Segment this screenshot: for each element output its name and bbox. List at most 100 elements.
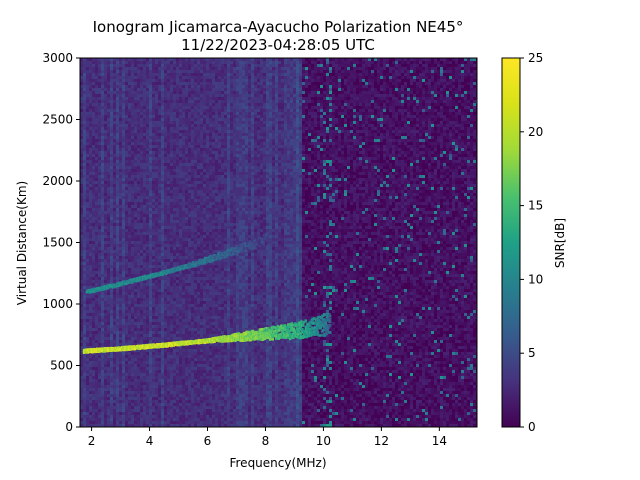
heatmap-cell: [104, 406, 107, 409]
heatmap-cell: [170, 124, 173, 127]
heatmap-cell: [83, 283, 86, 286]
heatmap-cell: [134, 127, 137, 130]
heatmap-cell: [83, 358, 86, 361]
heatmap-cell: [185, 391, 188, 394]
heatmap-cell: [176, 130, 179, 133]
heatmap-cell: [92, 295, 95, 298]
heatmap-cell: [182, 229, 185, 232]
heatmap-cell: [146, 202, 149, 205]
heatmap-cell: [92, 370, 95, 373]
heatmap-cell: [131, 235, 134, 238]
heatmap-cell: [80, 91, 83, 94]
heatmap-cell: [179, 277, 182, 280]
heatmap-cell: [137, 202, 140, 205]
heatmap-cell: [149, 388, 152, 391]
heatmap-cell: [176, 199, 179, 202]
heatmap-cell: [170, 205, 173, 208]
heatmap-cell: [170, 211, 173, 214]
heatmap-cell: [128, 310, 131, 313]
heatmap-cell: [149, 118, 152, 121]
heatmap-cell: [140, 403, 143, 406]
heatmap-cell: [164, 406, 167, 409]
heatmap-cell: [173, 286, 176, 289]
heatmap-cell: [140, 154, 143, 157]
heatmap-cell: [137, 331, 140, 334]
heatmap-cell: [104, 217, 107, 220]
heatmap-cell: [197, 406, 200, 409]
heatmap-cell: [125, 331, 128, 334]
heatmap-cell: [125, 376, 128, 379]
heatmap-cell: [134, 76, 137, 79]
heatmap-cell: [152, 241, 155, 244]
heatmap-cell: [92, 76, 95, 79]
heatmap-cell: [158, 250, 161, 253]
heatmap-cell: [95, 340, 98, 343]
heatmap-cell: [137, 160, 140, 163]
heatmap-cell: [101, 268, 104, 271]
heatmap-cell: [185, 76, 188, 79]
heatmap-cell: [158, 391, 161, 394]
heatmap-cell: [182, 160, 185, 163]
heatmap-cell: [191, 127, 194, 130]
heatmap-cell: [107, 217, 110, 220]
heatmap-cell: [119, 235, 122, 238]
heatmap-cell: [194, 274, 197, 277]
heatmap-cell: [170, 289, 173, 292]
heatmap-cell: [110, 274, 113, 277]
heatmap-cell: [158, 259, 161, 262]
heatmap-cell: [92, 409, 95, 412]
heatmap-cell: [137, 64, 140, 67]
heatmap-cell: [200, 178, 203, 181]
heatmap-cell: [143, 76, 146, 79]
heatmap-cell: [164, 364, 167, 367]
heatmap-cell: [146, 193, 149, 196]
heatmap-cell: [197, 295, 200, 298]
heatmap-cell: [107, 208, 110, 211]
heatmap-cell: [158, 385, 161, 388]
heatmap-cell: [128, 265, 131, 268]
heatmap-cell: [116, 352, 119, 355]
heatmap-cell: [101, 58, 104, 61]
heatmap-cell: [125, 307, 128, 310]
heatmap-cell: [179, 322, 182, 325]
heatmap-cell: [170, 328, 173, 331]
heatmap-cell: [89, 247, 92, 250]
heatmap-cell: [101, 118, 104, 121]
heatmap-cell: [125, 316, 128, 319]
heatmap-cell: [92, 211, 95, 214]
heatmap-cell: [110, 157, 113, 160]
heatmap-cell: [167, 364, 170, 367]
heatmap-cell: [104, 370, 107, 373]
heatmap-cell: [107, 70, 110, 73]
heatmap-cell: [80, 376, 83, 379]
heatmap-cell: [98, 406, 101, 409]
heatmap-cell: [173, 133, 176, 136]
heatmap-cell: [134, 259, 137, 262]
heatmap-cell: [134, 406, 137, 409]
heatmap-cell: [161, 325, 164, 328]
heatmap-cell: [149, 121, 152, 124]
heatmap-cell: [83, 115, 86, 118]
heatmap-cell: [188, 238, 191, 241]
heatmap-cell: [89, 418, 92, 421]
heatmap-cell: [158, 193, 161, 196]
heatmap-cell: [170, 121, 173, 124]
heatmap-cell: [131, 202, 134, 205]
heatmap-cell: [170, 406, 173, 409]
heatmap-cell: [107, 160, 110, 163]
heatmap-cell: [86, 175, 89, 178]
heatmap-cell: [83, 313, 86, 316]
heatmap-cell: [86, 238, 89, 241]
heatmap-cell: [188, 226, 191, 229]
heatmap-cell: [161, 355, 164, 358]
heatmap-cell: [95, 412, 98, 415]
heatmap-cell: [161, 85, 164, 88]
heatmap-cell: [179, 163, 182, 166]
heatmap-cell: [122, 187, 125, 190]
heatmap-cell: [107, 307, 110, 310]
heatmap-cell: [176, 358, 179, 361]
heatmap-cell: [104, 289, 107, 292]
heatmap-cell: [152, 229, 155, 232]
heatmap-cell: [92, 115, 95, 118]
heatmap-cell: [176, 136, 179, 139]
